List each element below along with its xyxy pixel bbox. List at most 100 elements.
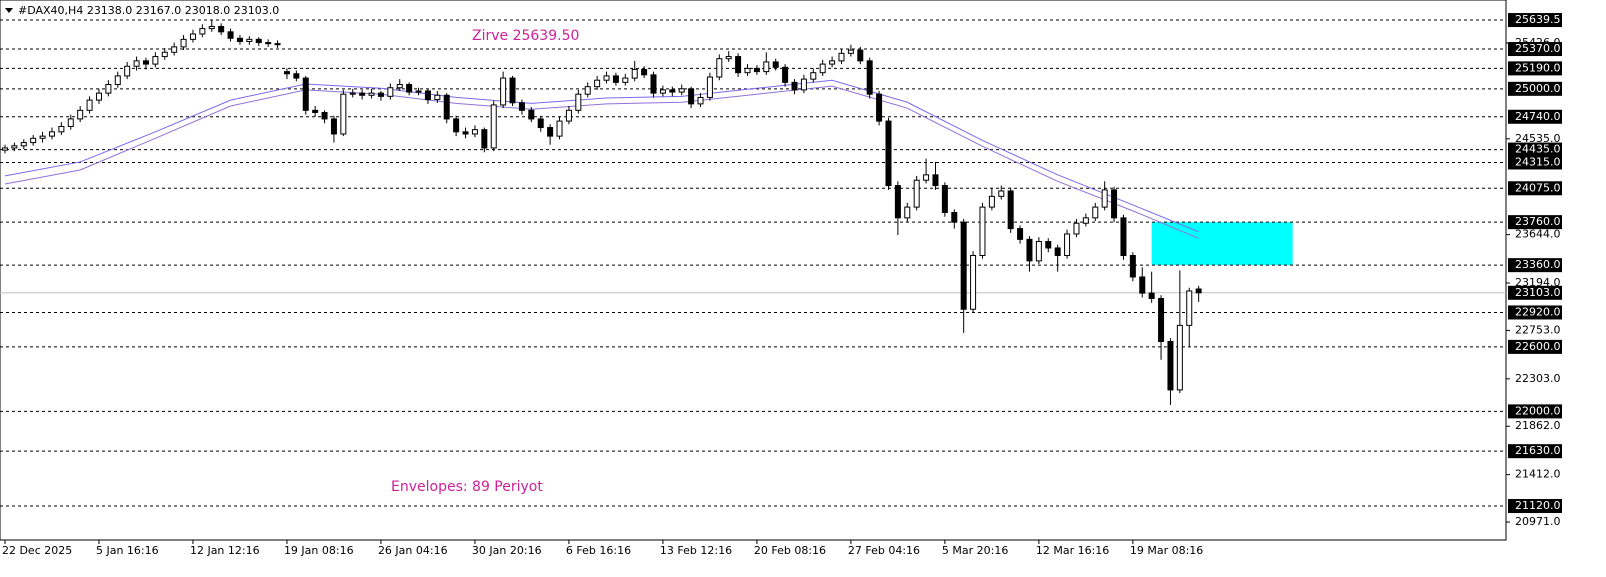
candle-body <box>1120 217 1127 256</box>
level-label-box <box>1508 215 1562 230</box>
level-label-box <box>1508 339 1562 354</box>
candle-body <box>142 60 149 65</box>
candle-body <box>180 38 187 48</box>
candle-body <box>1054 247 1061 256</box>
candle-body <box>951 211 958 223</box>
candle-body <box>716 58 723 78</box>
candle-body <box>829 60 836 65</box>
candle-body <box>20 142 27 147</box>
candle-body <box>1186 290 1193 326</box>
candle-body <box>340 93 347 135</box>
level-label: 21630.0 <box>1515 444 1561 457</box>
candle-body <box>688 88 695 105</box>
level-label-box <box>1508 404 1562 419</box>
level-label-box <box>1508 444 1562 459</box>
candle-body <box>791 81 798 91</box>
candle-body <box>735 56 742 74</box>
candle-body <box>424 90 431 101</box>
y-tick-label: 22753.0 <box>1515 323 1561 336</box>
candle-body <box>669 89 676 93</box>
candle-body <box>753 67 760 73</box>
candle-body <box>1148 292 1155 299</box>
supply-zone <box>1151 222 1293 266</box>
last-price-label: 23103.0 <box>1515 286 1561 299</box>
candle-body <box>171 46 178 53</box>
candle-body <box>763 61 770 73</box>
level-label: 25190.0 <box>1515 61 1561 74</box>
level-label: 24740.0 <box>1515 110 1561 123</box>
candle-body <box>293 73 300 79</box>
candle-body <box>227 31 234 39</box>
x-tick-label: 12 Jan 12:16 <box>190 544 260 557</box>
candle-body <box>518 102 525 111</box>
candle-body <box>1 147 8 151</box>
level-label: 23760.0 <box>1515 215 1561 228</box>
candle-body <box>998 190 1005 197</box>
x-tick-label: 6 Feb 16:16 <box>566 544 631 557</box>
candle-body <box>575 93 582 111</box>
y-tick-label: 21412.0 <box>1515 468 1561 481</box>
level-label-box <box>1508 142 1562 157</box>
level-label: 22920.0 <box>1515 305 1561 318</box>
candle-body <box>631 68 638 79</box>
candle-body <box>434 94 441 101</box>
candle-body <box>697 96 704 105</box>
candle-body <box>1045 241 1052 249</box>
candle-body <box>453 118 460 133</box>
candle-body <box>283 71 290 75</box>
candle-body <box>885 120 892 187</box>
candle-body <box>189 33 196 40</box>
candle-body <box>603 75 610 81</box>
level-label-box <box>1508 13 1562 28</box>
candle-body <box>1064 233 1071 256</box>
candle-body <box>490 104 497 149</box>
level-label: 25370.0 <box>1515 42 1561 55</box>
candle-body <box>1158 297 1165 343</box>
candle-body <box>744 67 751 74</box>
candle-body <box>377 92 384 97</box>
candle-body <box>528 109 535 120</box>
candle-body <box>95 92 102 101</box>
candle-body <box>48 131 55 137</box>
candle-body <box>274 43 281 46</box>
candle-body <box>612 75 619 83</box>
last-price-box <box>1508 285 1562 300</box>
annotation: Envelopes: 89 Periyot <box>391 479 543 495</box>
candle-body <box>1167 341 1174 391</box>
candle-body <box>396 84 403 89</box>
candle-body <box>1073 222 1080 235</box>
candle-body <box>471 129 478 135</box>
level-label: 24435.0 <box>1515 143 1561 156</box>
level-label: 24075.0 <box>1515 181 1561 194</box>
candle-body <box>876 93 883 122</box>
plot-frame <box>0 0 1507 541</box>
candle-body <box>321 111 328 120</box>
candle-body <box>904 206 911 219</box>
y-tick-label: 24535.0 <box>1515 132 1561 145</box>
candle-body <box>1101 189 1108 208</box>
y-tick-label: 23644.0 <box>1515 228 1561 241</box>
candle-body <box>161 51 168 58</box>
y-tick-label: 23194.0 <box>1515 276 1561 289</box>
level-label: 21120.0 <box>1515 499 1561 512</box>
level-label-box <box>1508 499 1562 514</box>
candle-body <box>481 129 488 149</box>
candle-body <box>236 37 243 43</box>
candle-body <box>246 38 253 43</box>
candle-body <box>39 135 46 139</box>
candle-body <box>387 87 394 97</box>
candle-body <box>462 131 469 135</box>
candle-body <box>970 254 977 310</box>
menu-arrow[interactable] <box>5 8 13 13</box>
candle-body <box>706 76 713 98</box>
envelope-line <box>4 79 1199 233</box>
candle-body <box>1111 189 1118 219</box>
level-label-box <box>1508 155 1562 170</box>
candle-body <box>584 86 591 95</box>
level-label-box <box>1508 81 1562 96</box>
level-label: 24315.0 <box>1515 155 1561 168</box>
candle-body <box>979 206 986 256</box>
x-tick-label: 19 Mar 08:16 <box>1130 544 1203 557</box>
candle-body <box>650 74 657 94</box>
candle-body <box>77 109 84 120</box>
